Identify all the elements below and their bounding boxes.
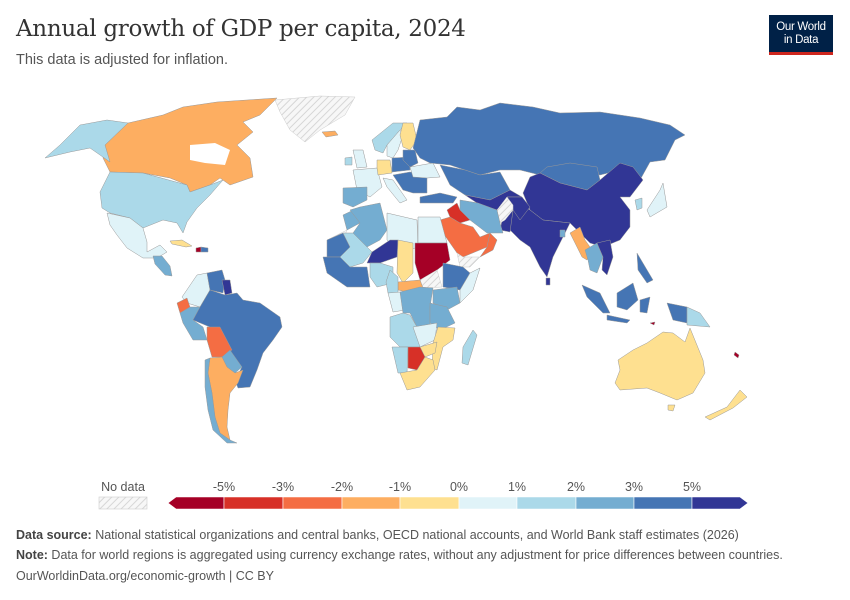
country-ireland[interactable]	[344, 156, 353, 166]
note-text: Data for world regions is aggregated usi…	[47, 548, 783, 562]
country-australia[interactable]	[614, 327, 706, 401]
hudson-bay	[190, 143, 230, 165]
country-timor-leste[interactable]	[649, 321, 656, 326]
legend-tick-label: 1%	[508, 480, 526, 494]
country-new-zealand[interactable]	[704, 389, 748, 421]
legend-no-data-swatch[interactable]	[98, 496, 148, 510]
legend-tick-label: -5%	[213, 480, 235, 494]
country-italy[interactable]	[382, 177, 408, 204]
country-peru[interactable]	[179, 306, 208, 341]
note-label: Note:	[16, 548, 48, 562]
country-india[interactable]	[509, 202, 571, 278]
country-turkey[interactable]	[419, 192, 458, 204]
source-url[interactable]: OurWorldinData.org/economic-growth | CC …	[16, 569, 274, 583]
country-papua-new-guinea[interactable]	[686, 306, 711, 328]
chart-subtitle: This data is adjusted for inflation.	[16, 52, 228, 68]
legend-tick-label: -1%	[389, 480, 411, 494]
legend-bin[interactable]	[341, 496, 401, 510]
country-guyana[interactable]	[221, 279, 233, 296]
legend-bin[interactable]	[167, 496, 225, 510]
country-indonesia[interactable]	[639, 296, 651, 314]
country-ukraine[interactable]	[409, 162, 441, 179]
legend-bin[interactable]	[516, 496, 577, 510]
country-iceland[interactable]	[321, 130, 339, 138]
legend-tick-label: -3%	[272, 480, 294, 494]
legend-bin[interactable]	[633, 496, 693, 510]
note: Note: Data for world regions is aggregat…	[16, 548, 783, 562]
country-indonesia[interactable]	[606, 314, 631, 324]
country-haiti[interactable]	[195, 246, 202, 253]
country-usa[interactable]	[99, 171, 224, 234]
country-indonesia[interactable]	[666, 302, 688, 324]
country-niger[interactable]	[366, 239, 399, 264]
country-chad[interactable]	[396, 239, 414, 284]
country-greenland[interactable]	[274, 95, 356, 143]
legend-bin[interactable]	[575, 496, 635, 510]
legend-no-data-label: No data	[101, 480, 145, 494]
legend-bin[interactable]	[223, 496, 284, 510]
country-sweden[interactable]	[386, 129, 404, 159]
country-australia[interactable]	[667, 404, 676, 412]
legend-bin[interactable]	[282, 496, 343, 510]
country-south-korea[interactable]	[634, 197, 643, 211]
country-west-africa[interactable]	[322, 256, 371, 288]
legend-tick-label: 2%	[567, 480, 585, 494]
source-label: Data source:	[16, 528, 92, 542]
country-fiji[interactable]	[733, 351, 740, 359]
country-south-africa[interactable]	[399, 356, 436, 391]
source-text: National statistical organizations and c…	[91, 528, 739, 542]
country-madagascar[interactable]	[461, 329, 478, 366]
country-algeria[interactable]	[349, 202, 388, 248]
legend-tick-label: -2%	[331, 480, 353, 494]
country-kenya[interactable]	[432, 286, 461, 311]
legend-bin[interactable]	[691, 496, 749, 510]
legend-tick-label: 3%	[625, 480, 643, 494]
country-somalia[interactable]	[459, 267, 481, 304]
country-central-america[interactable]	[152, 255, 173, 277]
country-chile[interactable]	[204, 357, 238, 444]
country-oman[interactable]	[479, 232, 498, 258]
countries-layer	[44, 95, 748, 444]
country-uk[interactable]	[352, 149, 368, 169]
legend-bin[interactable]	[458, 496, 518, 510]
country-germany[interactable]	[376, 159, 393, 176]
country-belarus-baltics[interactable]	[402, 149, 419, 168]
country-namibia[interactable]	[391, 346, 409, 374]
country-sri-lanka[interactable]	[545, 277, 551, 286]
country-vietnam[interactable]	[596, 239, 614, 276]
chart-title: Annual growth of GDP per capita, 2024	[16, 16, 466, 42]
country-mexico[interactable]	[106, 212, 168, 259]
country-philippines[interactable]	[636, 252, 654, 284]
country-japan[interactable]	[646, 182, 668, 218]
country-usa[interactable]	[44, 119, 129, 163]
country-bangladesh[interactable]	[559, 229, 566, 238]
legend-tick-label: 5%	[683, 480, 701, 494]
country-cuba[interactable]	[169, 239, 193, 248]
legend-tick-label: 0%	[450, 480, 468, 494]
country-mali[interactable]	[339, 232, 373, 268]
country-dominican-republic[interactable]	[200, 246, 209, 253]
country-indonesia[interactable]	[581, 284, 611, 314]
country-indonesia[interactable]	[616, 282, 639, 311]
country-yemen[interactable]	[456, 252, 481, 268]
legend: No data -5% -3% -2% -1% 0% 1% 2% 3% 5%	[98, 480, 749, 510]
owid-logo[interactable]: Our World in Data	[769, 15, 833, 55]
legend-bin[interactable]	[399, 496, 460, 510]
data-source: Data source: National statistical organi…	[16, 528, 739, 542]
country-spain[interactable]	[342, 186, 368, 208]
